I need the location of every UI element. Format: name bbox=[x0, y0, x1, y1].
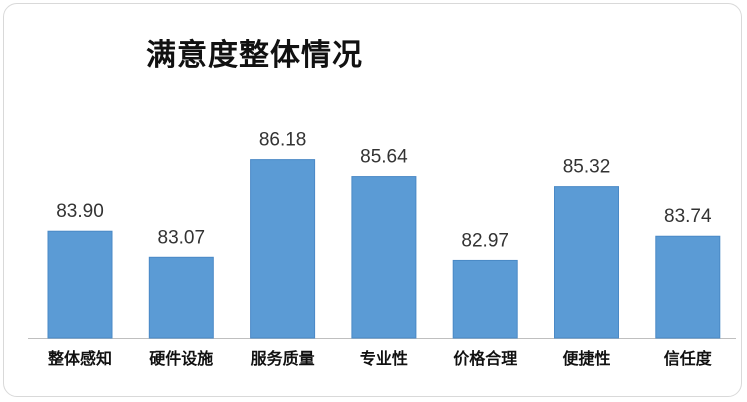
category-labels-group: 整体感知 硬件设施 服务质量 专业性 价格合理 便捷性 信任度 bbox=[47, 349, 713, 368]
bars-group bbox=[47, 159, 721, 339]
category-label-3: 服务质量 bbox=[251, 349, 315, 368]
value-label-2: 83.07 bbox=[158, 227, 206, 248]
value-label-3: 86.18 bbox=[259, 130, 307, 151]
bar-7 bbox=[655, 235, 721, 339]
bar-4 bbox=[351, 176, 417, 339]
category-label-7: 信任度 bbox=[664, 349, 713, 368]
chart-title: 满意度整体情况 bbox=[146, 38, 363, 73]
category-label-2: 硬件设施 bbox=[149, 349, 213, 368]
category-label-5: 价格合理 bbox=[453, 349, 517, 368]
category-label-4: 专业性 bbox=[360, 349, 408, 368]
value-label-1: 83.90 bbox=[56, 201, 104, 222]
bar-6 bbox=[554, 186, 619, 339]
value-label-6: 85.32 bbox=[563, 157, 611, 178]
bar-5 bbox=[452, 259, 518, 339]
value-label-7: 83.74 bbox=[664, 206, 712, 227]
bar-3 bbox=[250, 159, 316, 339]
category-label-6: 便捷性 bbox=[562, 349, 610, 368]
value-labels-group: 83.90 83.07 86.18 85.64 82.97 85.32 83.74 bbox=[56, 130, 712, 252]
bar-1 bbox=[47, 230, 113, 339]
category-label-1: 整体感知 bbox=[47, 349, 112, 368]
value-label-4: 85.64 bbox=[360, 147, 408, 168]
bar-2 bbox=[148, 256, 214, 339]
value-label-5: 82.97 bbox=[461, 230, 509, 251]
